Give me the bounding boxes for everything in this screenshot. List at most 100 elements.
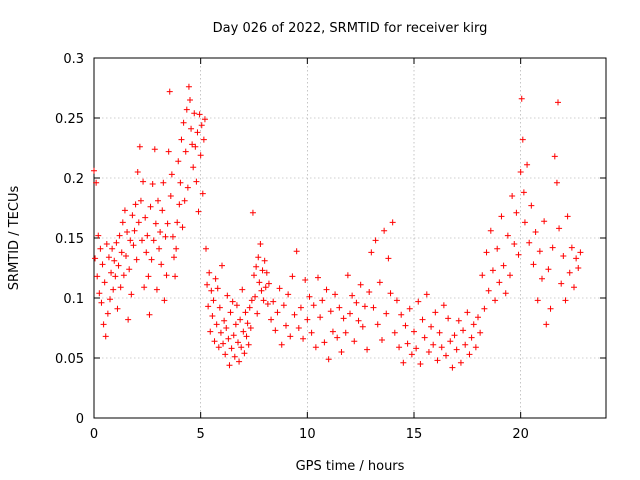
data-point [105,254,112,261]
data-point [193,178,200,185]
data-point [97,245,104,252]
x-tick-label: 10 [299,427,316,442]
data-point [327,308,334,315]
data-point [308,329,315,336]
data-point [145,273,152,280]
data-point [259,267,266,274]
data-point [293,248,300,255]
data-point [121,207,128,214]
data-point [323,286,330,293]
data-point [411,328,417,335]
data-point [336,304,343,311]
data-point [224,292,231,299]
data-point [130,242,137,249]
data-point [402,322,409,329]
data-point [241,350,248,357]
data-point [283,322,289,329]
data-point [555,99,561,106]
data-point [201,116,208,123]
data-point [247,325,254,331]
data-point [342,329,349,336]
data-point [209,313,216,319]
data-point [215,344,222,351]
data-point [517,169,524,175]
data-point [251,272,257,279]
data-point [383,310,390,317]
data-point [222,351,229,358]
data-point [321,339,328,346]
data-point [219,262,225,269]
data-point [370,304,377,311]
data-point [349,292,356,299]
data-point [203,245,209,252]
data-point [260,297,267,304]
data-point [179,224,186,231]
data-point [148,256,155,263]
data-point [195,208,202,215]
data-point [135,219,142,226]
y-tick-label: 0 [76,412,84,427]
data-point [238,344,245,351]
data-point [263,269,270,276]
data-point [415,298,422,305]
data-point [115,262,122,269]
data-point [432,309,439,316]
data-point [460,327,467,334]
data-point [207,328,214,335]
data-point [239,286,246,293]
data-point [254,310,261,317]
data-point [470,321,477,328]
data-point [449,364,456,371]
data-point [262,284,269,291]
data-point [114,305,121,312]
data-point [226,362,233,369]
data-point [276,285,283,292]
data-point [102,333,109,340]
data-point [494,245,501,252]
data-point [511,241,518,247]
data-point [253,263,260,270]
data-point [312,344,319,351]
x-tick-label: 5 [197,427,205,442]
data-point [396,344,403,351]
chart-title: Day 026 of 2022, SRMTID for receiver kir… [213,21,488,36]
data-point [483,249,490,256]
data-point [255,254,262,261]
data-point [447,338,454,345]
data-point [536,248,543,255]
data-point [230,332,237,339]
data-point [233,302,240,309]
data-point [156,245,163,252]
data-point [137,197,144,204]
data-point [325,356,332,363]
data-point [231,353,238,360]
data-point [545,266,552,273]
data-point [571,284,577,291]
data-point [176,201,183,208]
data-point [248,297,255,304]
data-point [185,83,192,90]
data-point [228,345,235,352]
data-point [430,341,437,348]
data-point [182,148,189,155]
data-point [101,279,108,286]
grid-lines [94,58,606,418]
data-point [355,317,362,324]
data-point [192,143,199,150]
data-point [265,280,272,287]
data-point [368,249,375,256]
data-point [404,340,411,347]
data-point [91,167,97,174]
data-point [419,316,426,323]
data-point [112,273,119,280]
data-point [556,225,563,232]
data-point [208,287,215,294]
data-point [302,277,309,283]
data-point [436,329,443,336]
data-point [513,209,520,216]
data-point [155,197,161,204]
data-point [206,269,213,276]
data-point [225,335,232,342]
x-tick-label: 20 [512,427,529,442]
